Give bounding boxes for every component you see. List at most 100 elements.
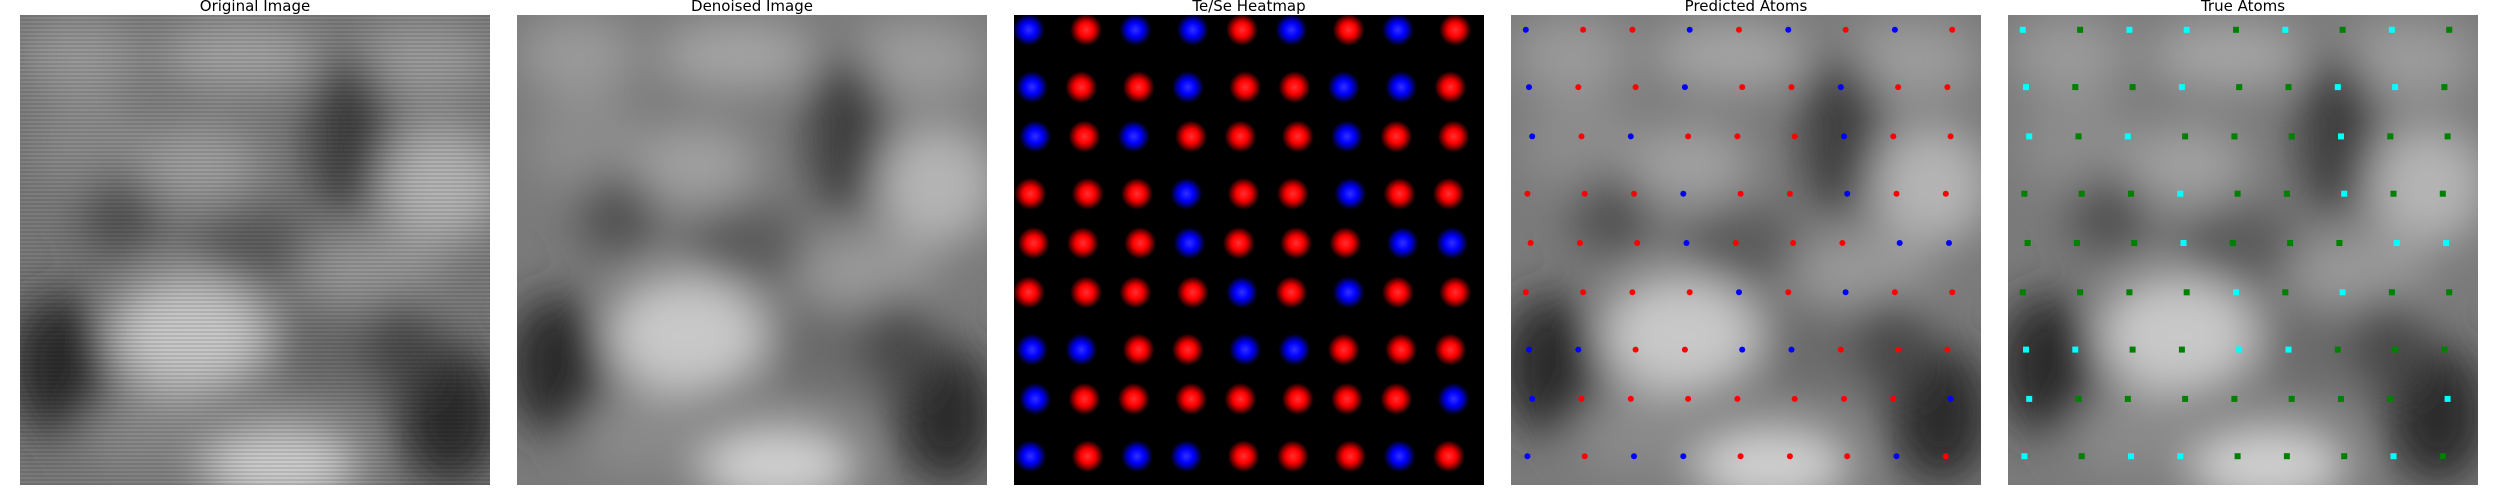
te-atom-marker [1071,440,1104,473]
denoised-image [517,15,987,485]
te-atom-marker [1439,15,1472,46]
se-atom-marker [1946,240,1952,246]
te-atom-marker [1686,289,1693,296]
te-atom-marker [1737,190,1744,197]
te-atom-marker [1224,382,1257,415]
te-atom-marker [1331,382,1363,415]
te-atom-marker [1276,440,1309,473]
te-atom-marker [2338,395,2344,402]
se-atom-marker [1332,276,1365,309]
original-image [20,15,490,485]
te-atom-marker [1581,453,1588,460]
se-atom-marker [1896,240,1903,246]
se-atom-marker [1014,15,1045,46]
se-atom-marker [1627,133,1634,140]
te-atom-marker [1631,190,1637,197]
te-atom-marker [1944,84,1951,91]
se-atom-marker [2124,133,2131,140]
te-atom-marker [2124,395,2131,402]
se-atom-marker [1529,133,1536,140]
se-atom-marker [2282,26,2289,33]
predicted-atoms-title: Predicted Atoms [1684,0,1808,15]
te-atom-marker [1947,133,1954,140]
se-atom-marker [2341,190,2348,197]
te-atom-marker [2075,395,2082,402]
se-atom-marker [2444,395,2451,402]
se-atom-marker [1683,240,1690,246]
se-atom-marker [1334,177,1367,210]
te-atom-marker [1332,15,1365,46]
te-atom-marker [2233,26,2239,33]
te-atom-marker [1383,177,1416,210]
original-image-panel [20,15,490,485]
se-atom-marker [1278,333,1311,366]
se-atom-marker [2126,26,2133,33]
se-atom-marker [2285,346,2292,353]
te-atom-marker [2388,289,2395,296]
denoised-image-title: Denoised Image [691,0,813,15]
se-atom-marker [1739,346,1746,353]
se-atom-marker [2019,26,2026,33]
te-atom-marker [1580,289,1587,296]
te-atom-marker [1117,382,1150,415]
te-atom-marker [1017,227,1050,259]
se-atom-marker [1229,333,1262,366]
te-atom-marker [1227,177,1260,210]
te-atom-marker [1176,276,1209,309]
te-atom-marker [1014,177,1047,210]
te-atom-marker [1385,333,1418,366]
te-atom-marker [1895,346,1902,353]
se-atom-marker [1275,15,1308,46]
te-atom-marker [2024,240,2031,246]
te-atom-marker [1014,276,1045,309]
predicted-atoms-panel [1511,15,1981,485]
se-atom-marker [1526,346,1532,353]
te-atom-marker [1119,276,1152,309]
se-atom-marker [1381,15,1414,46]
te-atom-marker [2288,395,2295,402]
te-atom-marker [2183,289,2190,296]
te-atom-marker [1890,133,1897,140]
se-atom-marker [2183,26,2190,33]
te-atom-marker [1434,71,1467,104]
te-atom-marker [1281,382,1314,415]
te-atom-marker [1171,333,1204,366]
se-atom-marker [2021,453,2028,460]
se-atom-marker [1019,382,1052,415]
te-atom-marker [1068,382,1101,415]
se-atom-marker [1842,289,1849,296]
te-atom-marker [1222,227,1255,259]
te-atom-marker [2019,289,2026,296]
te-atom-marker [1122,71,1155,104]
te-atom-marker [1842,26,1849,33]
se-atom-marker [1019,120,1052,153]
original-image-title: Original Image [199,0,311,15]
se-atom-marker [1788,346,1795,353]
te-atom-marker [2078,453,2085,460]
te-atom-marker [1434,333,1467,366]
te-atom-marker [1895,84,1902,91]
te-atom-marker [2077,289,2084,296]
te-atom-marker [1788,84,1795,91]
se-atom-marker [1176,15,1209,46]
te-atom-marker [2231,133,2238,140]
te-atom-marker [1175,382,1208,415]
te-atom-marker [1629,26,1636,33]
te-atom-marker [1070,15,1103,46]
te-atom-marker [1122,333,1155,366]
se-atom-marker [2026,395,2033,402]
te-atom-marker [2129,84,2136,91]
te-atom-marker [1578,395,1585,402]
se-atom-marker [1736,289,1742,296]
heatmap-panel [1014,15,1484,485]
te-atom-marker [1681,346,1688,353]
se-atom-marker [1170,177,1203,210]
se-atom-marker [1575,346,1582,353]
se-atom-marker [1526,84,1532,91]
te-atom-marker [1276,177,1309,210]
te-atom-marker [1685,395,1692,402]
te-atom-marker [1578,133,1585,140]
te-atom-marker [2287,240,2294,246]
predicted-atoms-image [1511,15,1981,485]
te-atom-marker [1437,120,1470,153]
